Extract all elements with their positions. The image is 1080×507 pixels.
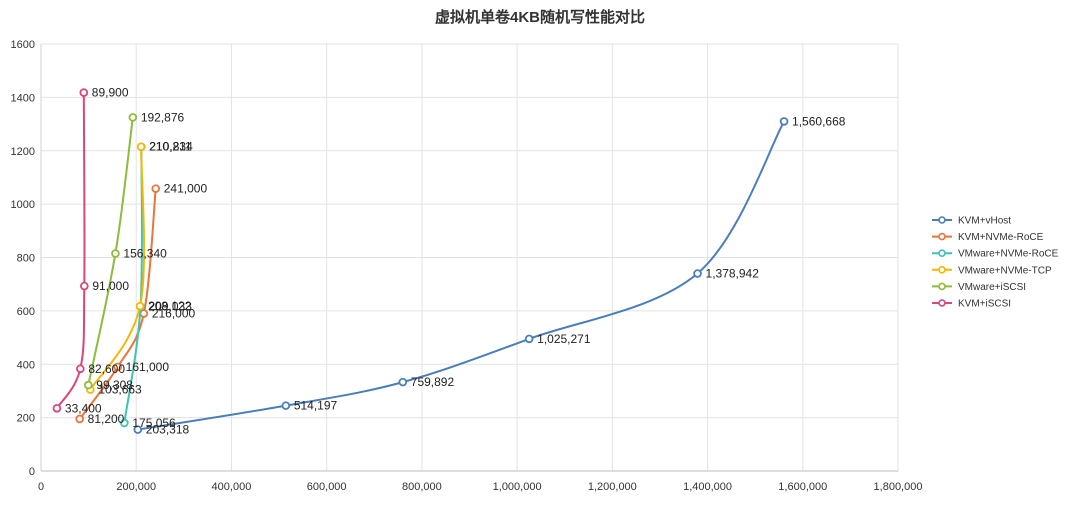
- legend-item-label: KVM+NVMe-RoCE: [958, 232, 1044, 243]
- data-point: [398, 377, 408, 387]
- data-label: 210,834: [149, 140, 193, 154]
- data-point: [75, 414, 84, 424]
- x-tick-label: 400,000: [212, 481, 252, 493]
- data-point: [83, 380, 93, 390]
- y-tick-label: 1200: [11, 146, 35, 158]
- grid: [40, 43, 899, 472]
- data-point: [693, 269, 702, 278]
- data-label: 99,308: [96, 378, 133, 392]
- y-tick-label: 200: [17, 413, 35, 425]
- data-label: 209,033: [149, 300, 193, 314]
- series-line-KVM+vHost: [137, 120, 785, 431]
- data-label: 1,025,271: [537, 332, 591, 346]
- legend-item-label: VMware+NVMe-TCP: [958, 265, 1052, 276]
- axes: 0 200,000 400,000 600,000 800,000 1,000,000 1,…: [11, 39, 923, 493]
- legend-item-label: VMware+NVMe-RoCE: [958, 249, 1059, 260]
- data-point: [524, 334, 534, 344]
- data-label: 175,056: [132, 416, 176, 430]
- data-point: [136, 142, 146, 152]
- legend-item-label: KVM+iSCSI: [958, 299, 1011, 310]
- data-point: [79, 88, 89, 97]
- data-label: 103,663: [98, 383, 142, 397]
- data-label: 89,900: [92, 86, 129, 100]
- data-point: [76, 364, 85, 374]
- data-point: [120, 418, 129, 428]
- y-tick-label: 400: [17, 359, 35, 371]
- data-label: 91,000: [92, 279, 129, 293]
- data-point: [80, 281, 89, 291]
- y-tick-label: 0: [29, 466, 35, 478]
- legend-item-label: VMware+iSCSI: [958, 282, 1026, 293]
- legend-swatch-marker: [938, 299, 946, 307]
- data-point: [133, 425, 143, 434]
- x-tick-label: 1,600,000: [778, 481, 827, 493]
- data-label: 759,892: [411, 375, 455, 389]
- data-label: 192,876: [141, 110, 185, 124]
- legend-swatch-marker: [938, 216, 946, 224]
- y-tick-label: 600: [17, 306, 35, 318]
- data-point: [151, 184, 161, 193]
- x-tick-label: 1,400,000: [683, 481, 732, 493]
- data-point: [111, 249, 120, 258]
- data-label: 210,211: [149, 140, 192, 154]
- data-point: [281, 401, 291, 410]
- data-point: [52, 403, 62, 413]
- x-tick-label: 200,000: [116, 481, 156, 493]
- data-labels: 203,318 514,197 759,892 1,025,271 1,378,942 1…: [65, 86, 846, 437]
- data-label: 81,200: [88, 412, 125, 426]
- legend-swatch-marker: [938, 232, 946, 241]
- data-label: 161,000: [126, 360, 170, 374]
- data-label: 216,000: [152, 307, 196, 321]
- legend[interactable]: KVM+vHost KVM+NVMe-RoCE VMware+NVMe-RoCE VM…: [932, 216, 1059, 310]
- series-group: [52, 88, 789, 434]
- data-label: 1,560,668: [792, 114, 846, 128]
- x-tick-label: 800,000: [402, 481, 442, 493]
- legend-swatch-marker: [938, 265, 946, 274]
- data-point: [128, 113, 138, 122]
- data-point: [113, 362, 122, 372]
- data-label: 1,378,942: [706, 267, 760, 281]
- legend-item-label: KVM+vHost: [958, 216, 1011, 227]
- x-tick-label: 600,000: [307, 481, 347, 493]
- data-label: 241,000: [164, 182, 208, 196]
- y-tick-label: 800: [17, 253, 35, 265]
- x-tick-label: 1,800,000: [874, 481, 923, 493]
- x-tick-label: 0: [38, 481, 44, 493]
- data-label: 514,197: [294, 399, 338, 413]
- x-tick-label: 1,200,000: [588, 481, 637, 493]
- x-tick-label: 1,000,000: [493, 481, 542, 493]
- legend-swatch-marker: [938, 282, 946, 291]
- data-point: [135, 301, 145, 311]
- data-point: [139, 309, 149, 318]
- y-tick-label: 1400: [11, 92, 35, 104]
- data-label: 203,318: [146, 423, 190, 437]
- data-label: 82,600: [88, 362, 125, 376]
- legend-swatch-marker: [938, 249, 946, 257]
- y-tick-label: 1000: [11, 199, 35, 211]
- chart-title: 虚拟机单卷4KB随机写性能对比: [435, 8, 645, 26]
- data-label: 156,340: [123, 246, 167, 260]
- data-point: [779, 117, 789, 126]
- series-line-KVM+iSCSI: [56, 92, 86, 409]
- y-tick-label: 1600: [11, 39, 35, 51]
- data-label: 33,400: [65, 401, 102, 415]
- data-label: 208,122: [148, 299, 192, 313]
